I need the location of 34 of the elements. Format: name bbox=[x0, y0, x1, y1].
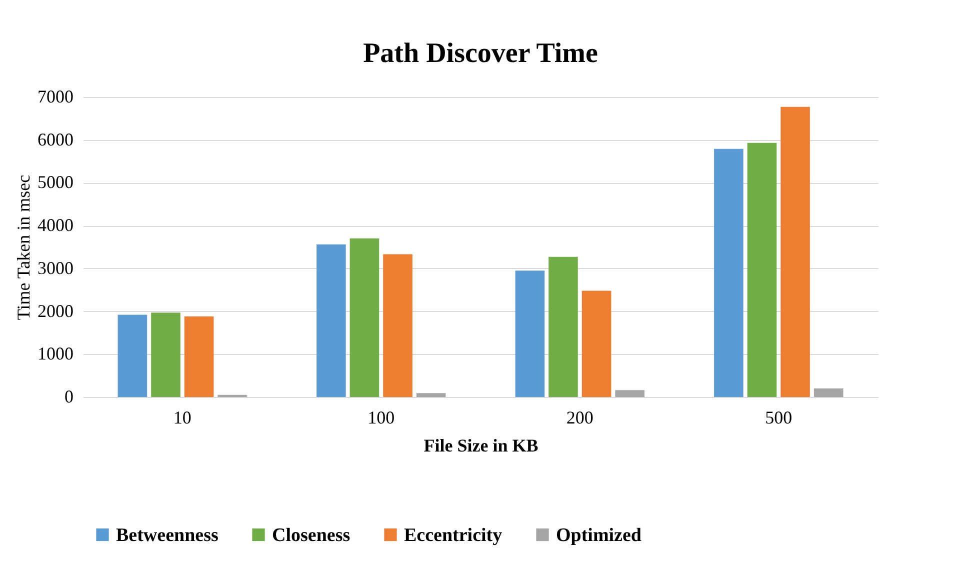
y-tick-label: 4000 bbox=[38, 215, 74, 236]
y-tick-label: 1000 bbox=[38, 344, 74, 364]
x-tick-label: 500 bbox=[765, 408, 792, 428]
bar bbox=[548, 256, 578, 397]
bar bbox=[714, 148, 744, 397]
bar bbox=[184, 316, 214, 397]
chart-title: Path Discover Time bbox=[363, 38, 598, 69]
bar bbox=[615, 390, 644, 397]
x-tick-label: 200 bbox=[566, 408, 594, 428]
bar bbox=[383, 254, 412, 397]
legend-label: Betweenness bbox=[116, 524, 218, 546]
y-tick-label: 6000 bbox=[38, 129, 74, 150]
bar bbox=[350, 238, 380, 397]
y-tick-label: 7000 bbox=[38, 86, 74, 106]
y-axis-title: Time Taken in msec bbox=[14, 174, 34, 320]
bar bbox=[118, 314, 148, 397]
legend-label: Closeness bbox=[272, 524, 350, 546]
bar bbox=[515, 270, 545, 397]
bar bbox=[151, 312, 180, 397]
y-tick-label: 0 bbox=[64, 386, 74, 406]
legend-label: Eccentricity bbox=[404, 524, 503, 546]
x-tick-label: 10 bbox=[173, 408, 192, 428]
bar bbox=[747, 142, 777, 397]
bar bbox=[416, 393, 446, 397]
x-axis-title: File Size in KB bbox=[424, 436, 538, 456]
bar bbox=[780, 106, 810, 397]
y-tick-label: 3000 bbox=[38, 258, 74, 278]
bar bbox=[582, 290, 612, 397]
bar bbox=[316, 244, 346, 397]
x-tick-label: 100 bbox=[368, 408, 395, 428]
legend-label: Optimized bbox=[556, 524, 642, 546]
y-tick-label: 2000 bbox=[38, 300, 74, 321]
y-tick-label: 5000 bbox=[38, 172, 74, 192]
bar bbox=[814, 388, 844, 397]
